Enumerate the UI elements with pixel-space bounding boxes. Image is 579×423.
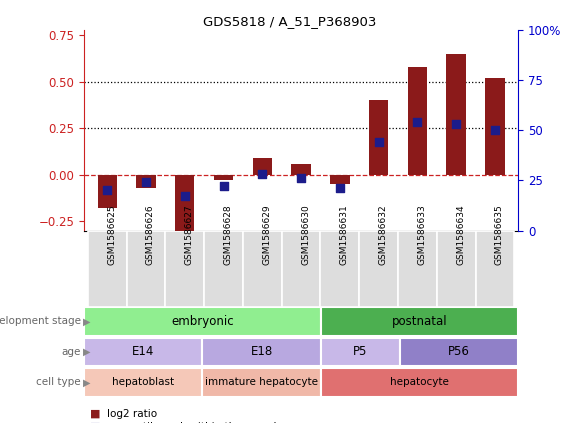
Text: development stage: development stage [0, 316, 81, 327]
Text: ▶: ▶ [83, 377, 91, 387]
Text: cell type: cell type [36, 377, 81, 387]
Text: E14: E14 [132, 346, 155, 358]
Point [490, 127, 500, 134]
Point [258, 171, 267, 178]
FancyBboxPatch shape [321, 368, 518, 397]
Bar [175, 175, 195, 231]
Point [413, 119, 422, 126]
FancyBboxPatch shape [127, 231, 166, 307]
FancyBboxPatch shape [282, 231, 320, 307]
FancyBboxPatch shape [243, 231, 282, 307]
FancyBboxPatch shape [359, 231, 398, 307]
FancyBboxPatch shape [203, 338, 321, 366]
Text: GSM1586633: GSM1586633 [417, 204, 426, 265]
Text: hepatoblast: hepatoblast [112, 377, 174, 387]
Text: GSM1586627: GSM1586627 [185, 204, 194, 265]
FancyBboxPatch shape [166, 231, 204, 307]
Bar [136, 175, 156, 188]
Point [141, 179, 151, 186]
FancyBboxPatch shape [84, 307, 321, 336]
Text: percentile rank within the sample: percentile rank within the sample [107, 422, 283, 423]
Text: GSM1586630: GSM1586630 [301, 204, 310, 265]
Text: GSM1586625: GSM1586625 [107, 204, 116, 265]
Bar [97, 175, 117, 208]
Point [374, 139, 383, 146]
FancyBboxPatch shape [437, 231, 475, 307]
Point [452, 121, 461, 127]
Point [102, 187, 112, 194]
Point [219, 183, 228, 190]
FancyBboxPatch shape [321, 307, 518, 336]
FancyBboxPatch shape [88, 231, 127, 307]
FancyBboxPatch shape [320, 231, 359, 307]
FancyBboxPatch shape [84, 338, 203, 366]
Bar [485, 78, 505, 175]
Text: P5: P5 [353, 346, 368, 358]
Bar [446, 54, 466, 175]
Text: GSM1586635: GSM1586635 [495, 204, 504, 265]
Bar [252, 158, 272, 175]
Bar [369, 100, 389, 175]
Bar [408, 67, 427, 175]
Text: E18: E18 [251, 346, 273, 358]
Text: ▶: ▶ [83, 347, 91, 357]
FancyBboxPatch shape [398, 231, 437, 307]
Text: GSM1586628: GSM1586628 [223, 204, 233, 265]
Text: immature hepatocyte: immature hepatocyte [205, 377, 318, 387]
Text: GDS5818 / A_51_P368903: GDS5818 / A_51_P368903 [203, 15, 376, 28]
Text: age: age [62, 347, 81, 357]
Text: GSM1586632: GSM1586632 [379, 204, 387, 265]
Text: GSM1586626: GSM1586626 [146, 204, 155, 265]
FancyBboxPatch shape [475, 231, 514, 307]
Text: log2 ratio: log2 ratio [107, 409, 157, 419]
Point [180, 193, 189, 200]
Bar [330, 175, 350, 184]
Point [335, 185, 345, 192]
FancyBboxPatch shape [203, 368, 321, 397]
Text: postnatal: postnatal [392, 315, 448, 328]
FancyBboxPatch shape [84, 368, 203, 397]
Point [296, 175, 306, 182]
FancyBboxPatch shape [400, 338, 518, 366]
Bar [214, 175, 233, 180]
Text: hepatocyte: hepatocyte [390, 377, 449, 387]
FancyBboxPatch shape [321, 338, 400, 366]
Bar [291, 164, 311, 175]
Text: ■: ■ [90, 422, 100, 423]
Text: ■: ■ [90, 409, 100, 419]
FancyBboxPatch shape [204, 231, 243, 307]
Text: GSM1586631: GSM1586631 [340, 204, 349, 265]
Text: embryonic: embryonic [171, 315, 234, 328]
Text: P56: P56 [448, 346, 470, 358]
Text: GSM1586629: GSM1586629 [262, 204, 272, 265]
Text: ▶: ▶ [83, 316, 91, 327]
Text: GSM1586634: GSM1586634 [456, 204, 465, 265]
